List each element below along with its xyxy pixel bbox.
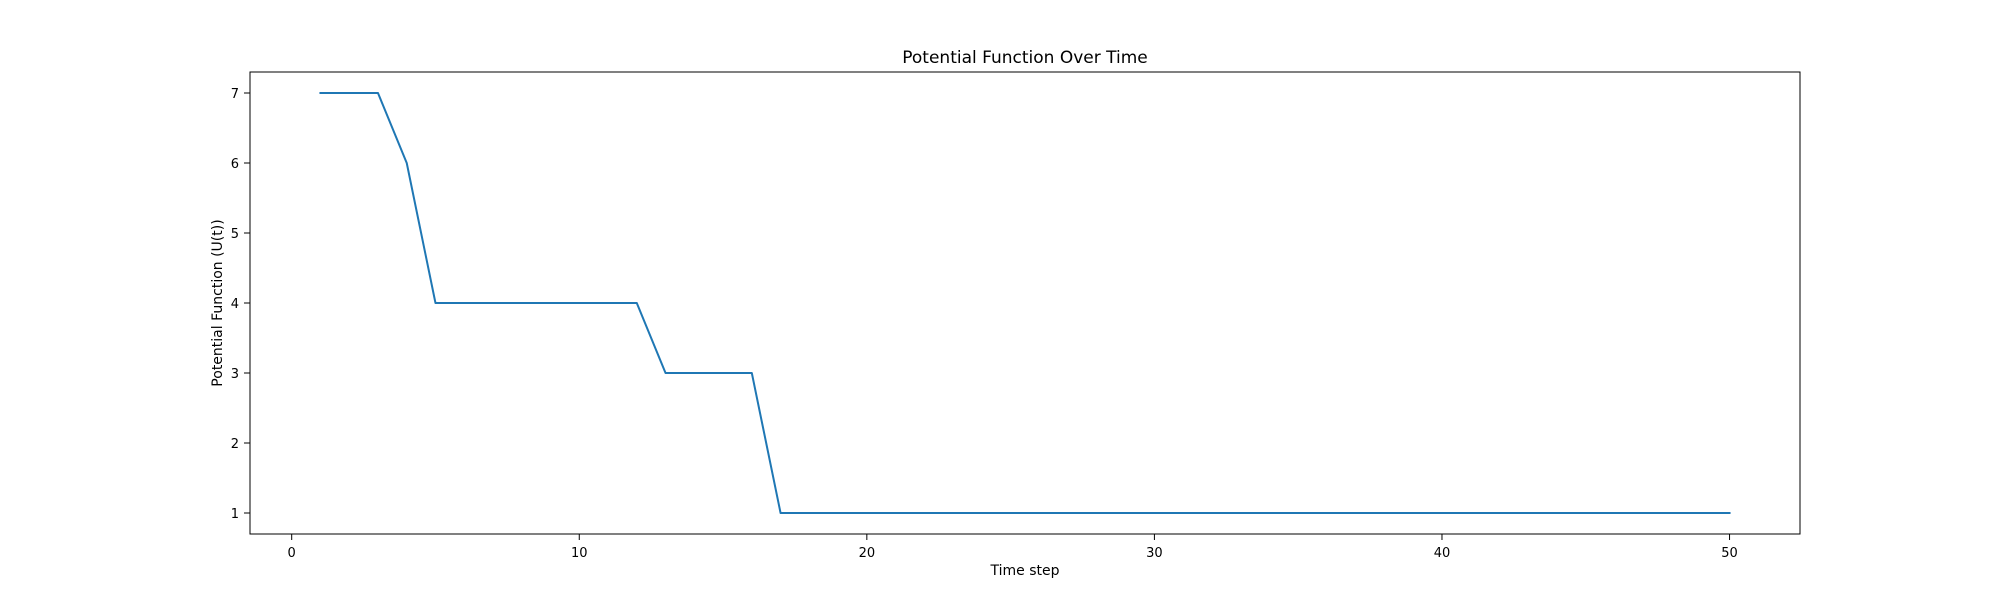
y-tick-label: 5 <box>231 227 239 242</box>
y-axis-ticks: 1 2 3 4 5 6 7 <box>231 87 250 522</box>
y-tick-label: 4 <box>231 297 239 312</box>
x-tick-label: 20 <box>859 546 876 561</box>
y-tick-label: 7 <box>231 87 239 102</box>
chart-title: Potential Function Over Time <box>902 48 1148 68</box>
x-tick-label: 50 <box>1721 546 1738 561</box>
series-layer <box>319 92 1731 514</box>
y-tick-label: 3 <box>231 367 239 382</box>
y-tick-label: 1 <box>231 507 239 522</box>
x-axis-ticks: 0 10 20 30 40 50 <box>288 534 1738 561</box>
x-tick-label: 10 <box>571 546 588 561</box>
y-axis-label: Potential Function (U(t)) <box>210 219 226 386</box>
x-axis-label: Time step <box>990 563 1060 579</box>
x-tick-label: 0 <box>288 546 296 561</box>
y-tick-label: 2 <box>231 437 239 452</box>
y-tick-label: 6 <box>231 157 239 172</box>
x-tick-label: 30 <box>1146 546 1163 561</box>
x-tick-label: 40 <box>1434 546 1451 561</box>
series-line <box>319 92 1731 514</box>
plot-area: 0 10 20 30 40 50 1 2 3 4 5 6 7 <box>231 71 1801 561</box>
